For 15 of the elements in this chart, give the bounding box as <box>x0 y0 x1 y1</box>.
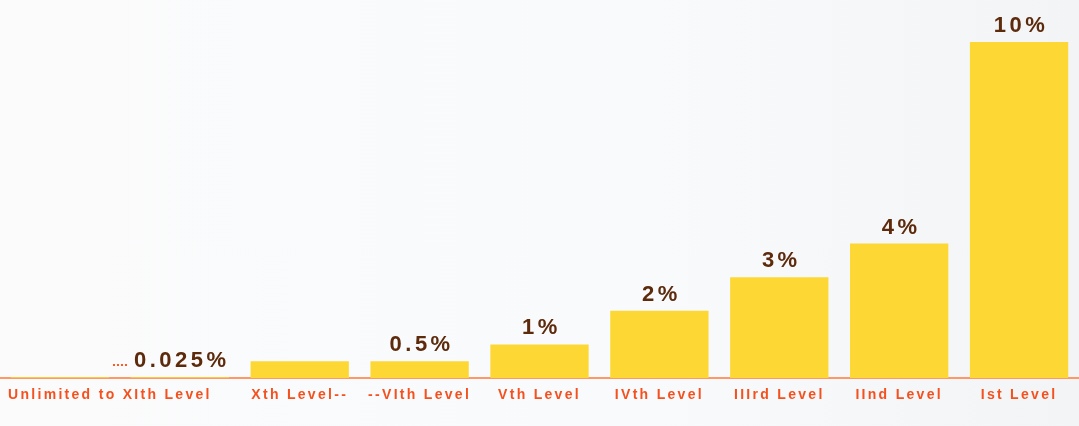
x-tick-label: Ist Level <box>980 386 1058 402</box>
x-tick-label: --VIth Level <box>368 386 472 402</box>
data-label: 2% <box>641 280 681 306</box>
x-tick-label: IInd Level <box>855 386 943 402</box>
x-tick-label: Vth Level <box>498 386 581 402</box>
data-label: 3% <box>761 247 801 273</box>
x-tick-label: IVth Level <box>614 386 704 402</box>
x-tick-label: Xth Level-- <box>251 386 349 402</box>
x-tick-label: IIIrd Level <box>733 386 825 402</box>
data-label: 4% <box>881 213 921 239</box>
data-label: 0.025% <box>134 347 230 373</box>
data-label: 10% <box>993 12 1049 37</box>
data-label: 0.5% <box>389 331 454 357</box>
data-label: 1% <box>522 314 561 340</box>
x-tick-label: Unlimited to XIth Level <box>8 386 212 402</box>
